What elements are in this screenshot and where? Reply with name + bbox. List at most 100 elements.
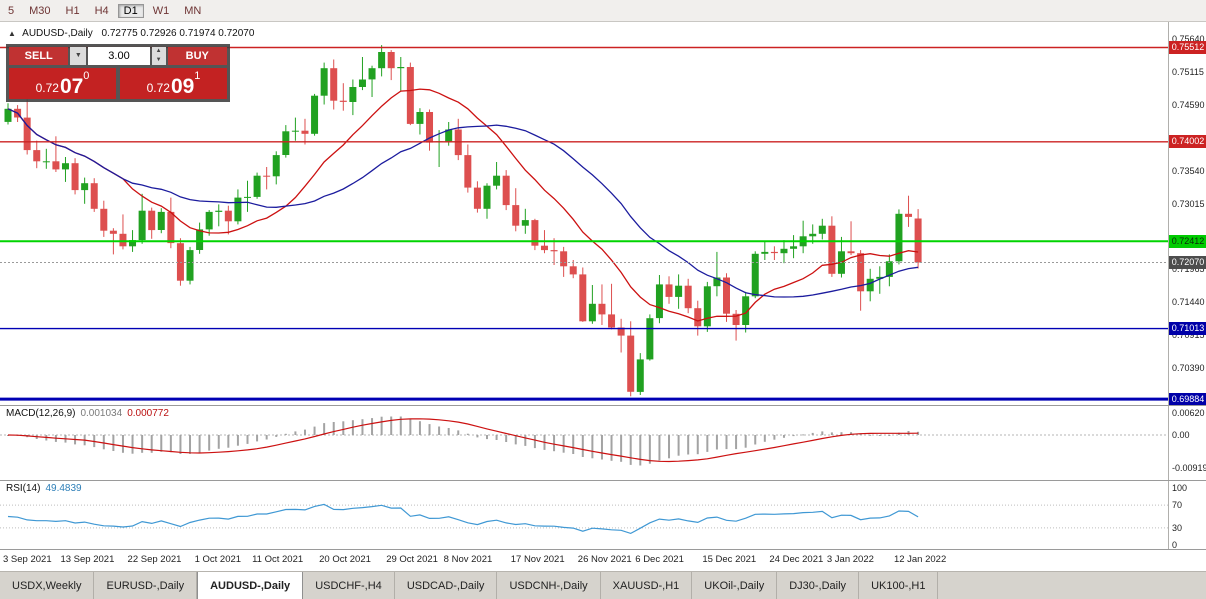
main-chart-panel[interactable]: ▲ AUDUSD-,Daily 0.72775 0.72926 0.71974 … [0,22,1168,405]
macd-main-value: 0.001034 [80,408,123,419]
date-label: 22 Sep 2021 [127,554,182,565]
price-axis-tick: 0.73015 [1172,198,1205,209]
macd-axis-tick: 0.00 [1172,430,1190,440]
date-label: 24 Dec 2021 [769,554,824,565]
chart-tab-audusddaily[interactable]: AUDUSD-,Daily [197,572,304,599]
macd-axis-tick: -0.00919 [1172,462,1206,473]
buy-price-button[interactable]: 0.72 09 1 [120,68,227,99]
date-axis[interactable]: 3 Sep 2021 13 Sep 2021 22 Sep 2021 1 Oct 20… [0,549,1206,571]
buy-price-big: 09 [170,75,195,98]
buy-button[interactable]: BUY [167,47,228,65]
ohlc-values: 0.72775 0.72926 0.71974 0.72070 [101,28,255,39]
timeframe-d1[interactable]: D1 [117,3,144,18]
price-axis-tick: 0.70390 [1172,362,1205,373]
macd-chart[interactable] [0,405,1168,480]
candlestick-chart[interactable] [0,22,1168,405]
symbol-header: ▲ AUDUSD-,Daily 0.72775 0.72926 0.71974 … [8,28,254,39]
price-badge-resistance-line-1: 0.75512 [1169,40,1206,54]
price-axis-tick: 0.71440 [1172,296,1205,307]
macd-header: MACD(12,26,9) 0.001034 0.000772 [6,408,169,419]
chart-tab-usdcaddaily[interactable]: USDCAD-,Daily [395,572,498,599]
rsi-axis-tick: 100 [1172,483,1188,493]
chart-tab-usdchfh4[interactable]: USDCHF-,H4 [303,572,395,599]
date-label: 12 Jan 2022 [893,554,947,565]
date-label: 20 Oct 2021 [319,554,371,565]
rsi-axis-tick: 30 [1172,522,1183,533]
rsi-chart[interactable] [0,480,1168,549]
price-axis-tick: 0.73540 [1172,165,1205,176]
panel-divider[interactable] [0,405,1206,406]
timeframe-5[interactable]: 5 [8,4,15,17]
date-label: 8 Nov 2021 [443,554,493,565]
candles [4,45,922,397]
price-badge-support-line-blue-2: 0.69884 [1169,392,1206,406]
date-label: 17 Nov 2021 [510,554,565,565]
price-axis[interactable]: 0.75640 0.75115 0.74590 0.73540 0.73015 0.719… [1168,22,1206,550]
price-axis-tick: 0.71965 [1172,264,1205,275]
sell-price-button[interactable]: 0.72 07 0 [9,68,116,99]
rsi-axis-tick: 70 [1172,500,1183,511]
rsi-line [7,503,919,535]
timeframe-m30[interactable]: M30 [29,4,51,17]
chart-tab-usdcnhdaily[interactable]: USDCNH-,Daily [497,572,601,599]
one-click-collapse-icon[interactable]: ▲ [8,29,16,38]
price-badge-support-line-green: 0.72412 [1169,234,1206,248]
sell-button[interactable]: SELL [9,47,69,65]
date-label: 29 Oct 2021 [386,554,438,565]
macd-signal-line [7,418,919,463]
price-axis-tick: 0.75115 [1172,67,1204,78]
moving-average-26 [7,108,919,298]
date-label: 13 Sep 2021 [60,554,115,565]
one-click-trade-panel: SELL ▼ 3.00 ▲ ▼ BUY 0.72 07 0 0.72 09 [6,44,230,102]
price-badge-support-line-blue-1: 0.71013 [1169,322,1206,336]
macd-axis-tick: 0.00620 [1172,408,1205,418]
date-label: 11 Oct 2021 [252,554,304,565]
volume-dropdown-icon[interactable]: ▼ [70,47,87,65]
chart-tab-uk100h1[interactable]: UK100-,H1 [859,572,939,599]
chart-tab-usdxweekly[interactable]: USDX,Weekly [0,572,95,599]
rsi-label: RSI(14) [6,483,41,494]
chart-tabs-bar: USDX,Weekly EURUSD-,Daily AUDUSD-,Daily USD… [0,571,1206,599]
rsi-panel[interactable]: RSI(14) 49.4839 [0,480,1168,549]
chart-tab-eurusddaily[interactable]: EURUSD-,Daily [94,572,198,599]
macd-panel[interactable]: MACD(12,26,9) 0.001034 0.000772 [0,405,1168,480]
price-axis-tick: 0.75640 [1172,34,1205,45]
timeframe-mn[interactable]: MN [184,4,202,17]
sell-price-sup: 0 [83,70,90,82]
price-axis-tick: 0.74590 [1172,100,1205,111]
date-label: 3 Sep 2021 [3,554,52,565]
timeframe-toolbar: 5 M30 H1 H4 D1 W1 MN [0,0,1206,22]
symbol-name: AUDUSD-,Daily [22,28,93,39]
date-label: 3 Jan 2022 [826,554,874,565]
rsi-value: 49.4839 [45,483,82,494]
timeframe-w1[interactable]: W1 [152,4,170,17]
buy-price-small: 0.72 [146,81,170,95]
date-label: 6 Dec 2021 [635,554,684,565]
macd-signal-value: 0.000772 [127,408,169,419]
volume-down-icon[interactable]: ▼ [155,57,162,63]
rsi-header: RSI(14) 49.4839 [6,483,82,494]
date-label: 1 Oct 2021 [194,554,242,565]
date-label: 26 Nov 2021 [577,554,632,565]
chart-tab-ukoildaily[interactable]: UKOil-,Daily [692,572,778,599]
moving-average-13 [7,88,919,322]
chart-tab-xauusdh1[interactable]: XAUUSD-,H1 [601,572,693,599]
date-label: 15 Dec 2021 [702,554,757,565]
sell-price-small: 0.72 [35,81,59,95]
panel-divider[interactable] [0,549,1206,550]
timeframe-h1[interactable]: H1 [65,4,80,17]
buy-price-sup: 1 [194,70,201,82]
panel-divider[interactable] [0,480,1206,481]
volume-up-icon[interactable]: ▲ [155,48,162,54]
macd-label: MACD(12,26,9) [6,408,76,419]
sell-price-big: 07 [59,75,84,98]
chart-tab-dj30daily[interactable]: DJ30-,Daily [777,572,860,599]
rsi-axis-tick: 0 [1172,540,1178,550]
timeframe-h4[interactable]: H4 [94,4,109,17]
volume-input[interactable]: 3.00 [88,47,150,65]
macd-histogram [7,416,920,466]
price-badge-resistance-line-2: 0.74002 [1169,135,1206,149]
price-badge-current-price-line: 0.72070 [1169,256,1206,270]
volume-stepper[interactable]: ▲ ▼ [151,47,166,65]
